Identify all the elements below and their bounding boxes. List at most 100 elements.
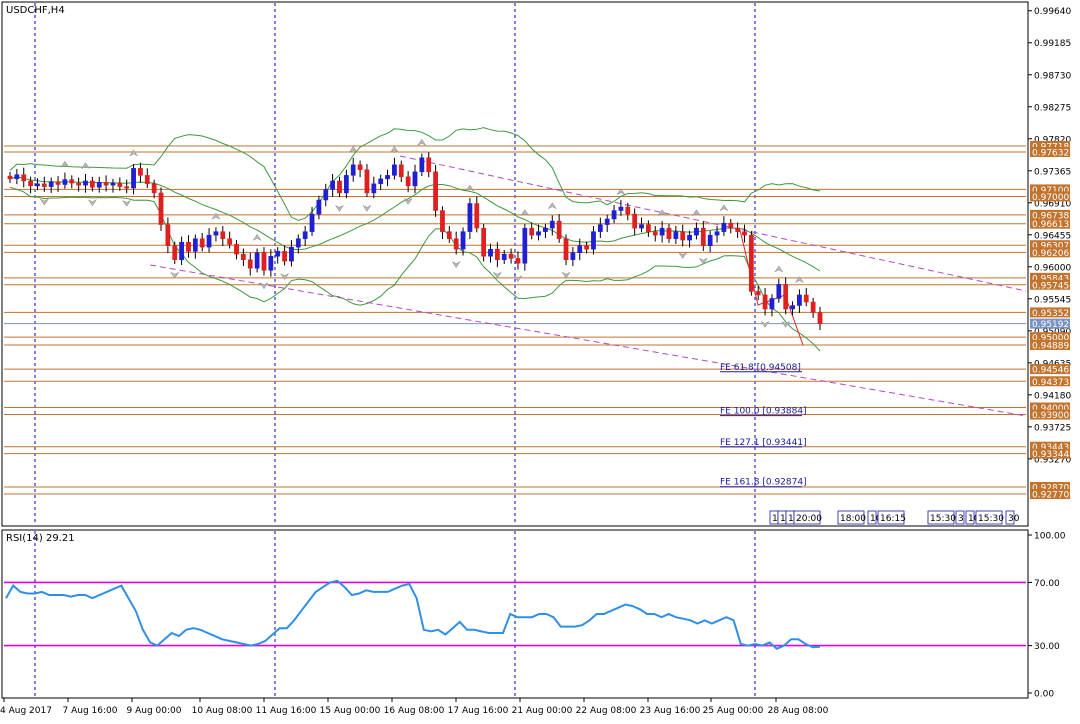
price-level-label: 0.97100 — [1032, 186, 1069, 196]
bear-candle — [515, 258, 521, 264]
bull-candle — [350, 164, 356, 176]
price-level-label-box — [1030, 209, 1070, 220]
fractal-down-marker — [259, 282, 269, 290]
time-box — [955, 510, 965, 525]
bull-candle — [721, 222, 727, 232]
bear-candle — [783, 284, 789, 310]
bull-candle — [302, 231, 308, 239]
bull-candle — [96, 182, 102, 188]
bear-candle — [508, 253, 514, 259]
bull-candle — [797, 294, 802, 306]
bear-candle — [584, 245, 589, 250]
bear-candle — [474, 203, 480, 229]
bear-candle — [735, 227, 741, 232]
time-tick-label: 25 Aug 00:00 — [703, 706, 764, 716]
fractal-up-marker — [657, 209, 667, 217]
price-level-label-box — [1030, 240, 1070, 251]
bull-candle — [309, 213, 315, 232]
price-level-label-box — [1030, 409, 1070, 420]
time-box-label: 30 — [1008, 514, 1020, 524]
bollinger-band-line — [9, 186, 821, 352]
time-box — [1005, 510, 1015, 525]
price-level-label: 0.93443 — [1032, 443, 1069, 453]
candlesticks[interactable] — [7, 152, 823, 331]
bear-candle — [748, 234, 754, 292]
fractal-up-marker — [774, 265, 784, 273]
bear-candle — [55, 181, 61, 185]
bear-candle — [398, 164, 404, 178]
bear-candle — [563, 238, 569, 261]
fibonacci-expansion: FE 61.8 [0.94508] FE 100.0 [0.93884] FE 12… — [720, 363, 807, 488]
bear-candle — [755, 291, 761, 296]
time-box-label: 3 — [958, 514, 964, 524]
price-level-label-box — [1030, 376, 1070, 387]
rsi-tick-label: 100.00 — [1034, 532, 1066, 542]
fractal-up-marker — [794, 276, 805, 284]
bear-candle — [124, 186, 130, 189]
price-tick-label: 0.96000 — [1034, 263, 1071, 273]
time-box-label: 20:00 — [796, 514, 822, 524]
bear-candle — [742, 231, 747, 236]
bull-candle — [659, 227, 665, 236]
bear-candle — [440, 210, 445, 232]
bull-candle — [316, 199, 322, 215]
time-box — [877, 510, 905, 525]
bear-candle — [632, 213, 638, 229]
price-tick-label: 0.99185 — [1034, 39, 1071, 49]
price-level-label-box — [1030, 147, 1070, 158]
bull-candle — [206, 234, 212, 248]
bear-candle — [625, 206, 631, 215]
fractal-up-marker — [465, 184, 475, 192]
channel-upper-line — [399, 155, 1027, 292]
time-box — [975, 510, 1003, 525]
bull-candle — [536, 231, 541, 236]
bull-candle — [714, 231, 720, 236]
fractal-up-marker — [348, 145, 358, 154]
time-box-label: 16:15 — [880, 514, 906, 524]
price-tick-label: 0.93725 — [1034, 423, 1071, 433]
price-level-label: 0.92870 — [1032, 484, 1069, 494]
price-tick-label: 0.97820 — [1034, 135, 1071, 145]
bull-candle — [392, 164, 397, 176]
bear-candle — [646, 224, 651, 232]
bear-candle — [666, 227, 672, 239]
bear-candle — [261, 252, 267, 271]
bear-candle — [165, 224, 171, 246]
fractal-down-marker — [760, 320, 770, 328]
bear-candle — [453, 238, 459, 250]
bear-candle — [556, 220, 562, 239]
bull-candle — [639, 224, 644, 229]
fractal-down-marker — [334, 204, 345, 212]
bull-candle — [131, 168, 136, 189]
bear-candle — [241, 253, 246, 261]
price-level-label-box — [1030, 318, 1070, 329]
bull-candle — [604, 218, 610, 225]
bear-candle — [426, 157, 432, 173]
bull-candle — [769, 298, 775, 310]
bear-candle — [172, 245, 178, 261]
price-level-label: 0.93900 — [1032, 411, 1069, 421]
bull-candle — [254, 252, 260, 269]
price-level-label: 0.95843 — [1032, 274, 1069, 284]
fractal-down-marker — [561, 271, 571, 279]
price-level-label: 0.92770 — [1032, 491, 1069, 501]
bear-candle — [652, 231, 658, 236]
bear-candle — [234, 244, 239, 255]
bear-candle — [76, 182, 82, 186]
bear-candle — [810, 301, 816, 313]
bear-candle — [117, 182, 123, 187]
price-level-label: 0.96307 — [1032, 242, 1069, 252]
fractal-down-marker — [698, 257, 709, 265]
time-tick-label: 15 Aug 00:00 — [320, 706, 381, 716]
fractal-up-marker — [719, 204, 729, 212]
bull-candle — [488, 248, 493, 257]
time-axis: 4 Aug 2017 7 Aug 16:00 9 Aug 00:00 10 Aug 0… — [0, 698, 829, 716]
bull-candle — [597, 224, 603, 232]
bull-candle — [776, 284, 782, 299]
bollinger-band-line — [9, 127, 821, 221]
bull-candle — [570, 252, 576, 261]
bear-candle — [700, 227, 706, 246]
bear-candle — [803, 294, 809, 303]
